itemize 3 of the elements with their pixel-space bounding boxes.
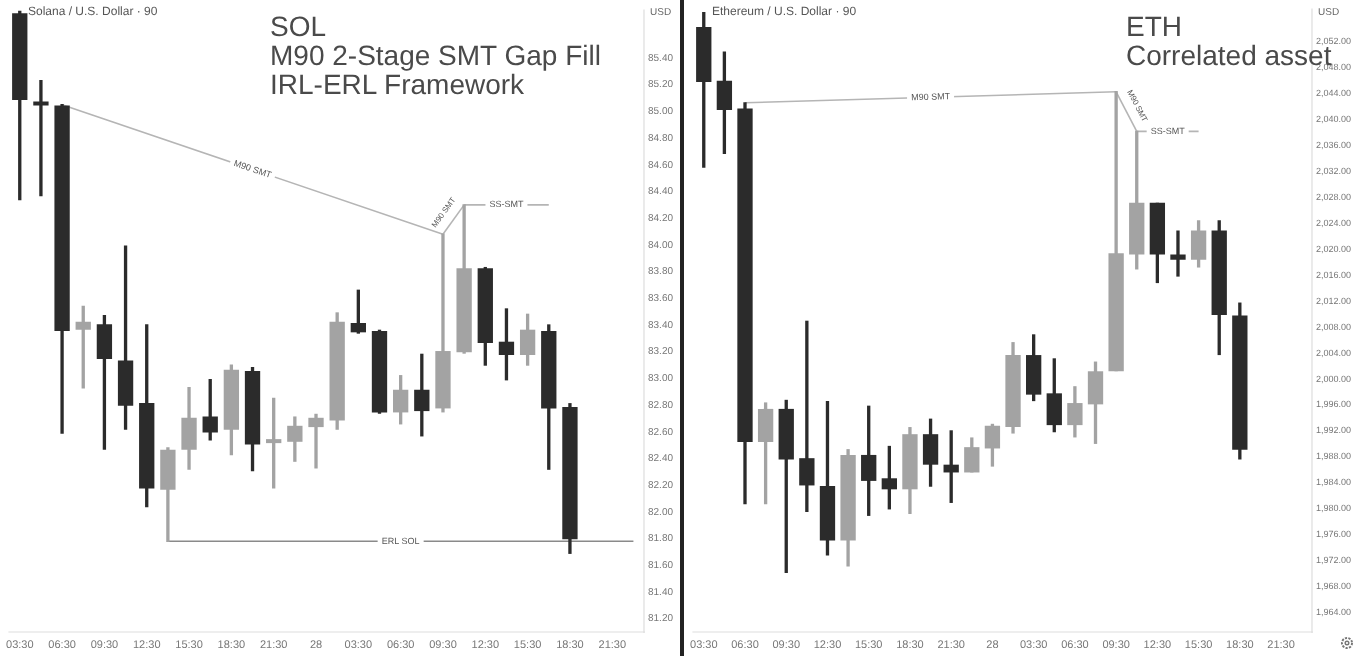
annotation: ETH: [1126, 9, 1182, 42]
annotation: M90 2-Stage SMT Gap Fill: [270, 38, 601, 71]
annotation: SOL: [270, 9, 327, 42]
